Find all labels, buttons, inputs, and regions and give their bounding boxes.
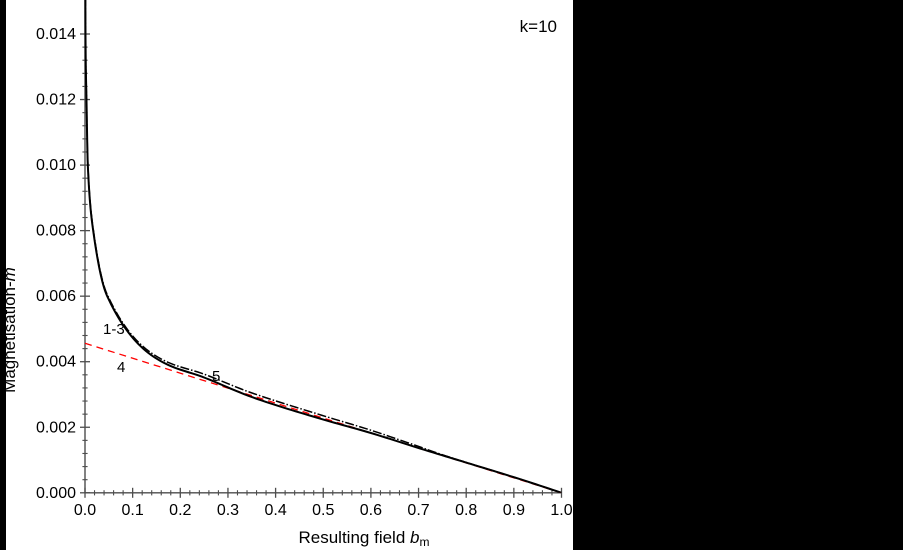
svg-text:0.3: 0.3 — [217, 502, 239, 519]
svg-text:0.014: 0.014 — [36, 26, 76, 43]
svg-text:0.7: 0.7 — [407, 502, 429, 519]
svg-text:1.0: 1.0 — [550, 502, 572, 519]
svg-text:0.004: 0.004 — [36, 354, 76, 371]
svg-text:4: 4 — [117, 359, 125, 376]
svg-text:0.4: 0.4 — [264, 502, 286, 519]
svg-text:0.002: 0.002 — [36, 419, 76, 436]
svg-text:0.006: 0.006 — [36, 288, 76, 305]
svg-text:0.1: 0.1 — [122, 502, 144, 519]
svg-text:0.012: 0.012 — [36, 92, 76, 109]
svg-text:0.6: 0.6 — [360, 502, 382, 519]
svg-text:5: 5 — [212, 368, 220, 385]
svg-text:0.010: 0.010 — [36, 157, 76, 174]
svg-text:1-3: 1-3 — [103, 321, 125, 338]
svg-text:Resulting field bm: Resulting field bm — [299, 528, 430, 549]
svg-text:0.2: 0.2 — [169, 502, 191, 519]
svg-text:0.000: 0.000 — [36, 485, 76, 502]
svg-text:0.5: 0.5 — [312, 502, 334, 519]
svg-text:0.0: 0.0 — [74, 502, 96, 519]
svg-text:0.008: 0.008 — [36, 223, 76, 240]
svg-text:0.9: 0.9 — [503, 502, 525, 519]
svg-text:k=10: k=10 — [520, 17, 557, 36]
svg-text:0.8: 0.8 — [455, 502, 477, 519]
